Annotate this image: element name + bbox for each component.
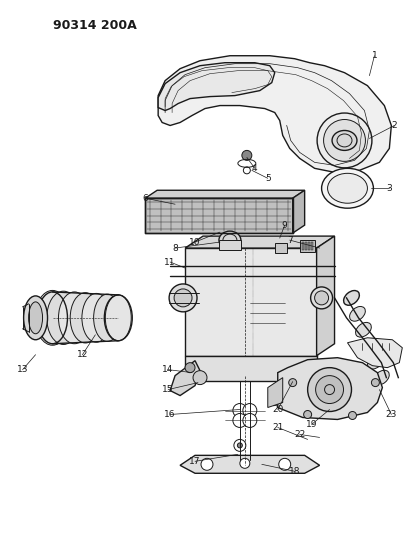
Ellipse shape [82,293,111,342]
Ellipse shape [193,370,207,385]
Polygon shape [305,242,307,250]
Text: 16: 16 [164,410,176,419]
Text: 15: 15 [162,385,174,394]
Ellipse shape [58,292,90,344]
Ellipse shape [311,287,333,309]
Polygon shape [158,63,275,110]
Text: 19: 19 [306,420,318,429]
Ellipse shape [348,411,356,419]
Ellipse shape [243,414,257,427]
Polygon shape [185,236,335,248]
Text: 13: 13 [17,365,28,374]
Ellipse shape [317,113,372,168]
Ellipse shape [279,458,291,470]
Polygon shape [302,242,304,250]
Ellipse shape [185,362,195,373]
Text: 11: 11 [164,257,176,266]
Ellipse shape [240,458,250,469]
Ellipse shape [324,119,365,161]
Text: 90314 200A: 90314 200A [53,19,136,32]
Ellipse shape [242,150,252,160]
Text: 6: 6 [142,193,148,203]
Ellipse shape [234,439,246,451]
Text: 2: 2 [392,121,397,130]
Polygon shape [311,242,313,250]
Ellipse shape [169,284,197,312]
Ellipse shape [35,290,70,345]
Ellipse shape [47,291,80,344]
Ellipse shape [219,231,241,249]
Ellipse shape [174,289,192,307]
Text: 10: 10 [189,238,201,247]
Text: 8: 8 [172,244,178,253]
Ellipse shape [328,173,367,203]
Polygon shape [268,377,283,408]
Ellipse shape [356,322,371,337]
Ellipse shape [362,338,377,353]
Text: 7: 7 [287,236,292,245]
Text: 18: 18 [289,467,301,476]
Polygon shape [275,243,287,253]
Polygon shape [145,190,305,198]
Polygon shape [219,240,241,250]
Text: 1: 1 [371,51,377,60]
Polygon shape [308,242,310,250]
Text: 3: 3 [386,184,392,193]
Polygon shape [185,248,317,356]
Polygon shape [278,358,382,419]
Ellipse shape [94,294,121,342]
Text: 22: 22 [294,430,305,439]
Ellipse shape [233,403,247,417]
Ellipse shape [332,131,357,150]
Ellipse shape [371,378,379,386]
Ellipse shape [308,368,352,411]
Ellipse shape [315,291,328,305]
Ellipse shape [322,168,373,208]
Polygon shape [317,236,335,356]
Ellipse shape [70,293,100,343]
Polygon shape [158,56,391,172]
Polygon shape [180,455,320,473]
Polygon shape [170,361,200,395]
Polygon shape [300,240,315,252]
Ellipse shape [304,410,311,418]
Ellipse shape [201,458,213,470]
Text: 14: 14 [162,365,174,374]
Text: 9: 9 [282,221,288,230]
Ellipse shape [243,403,257,417]
Ellipse shape [367,354,383,369]
Ellipse shape [23,296,47,340]
Text: 4: 4 [252,164,258,173]
Ellipse shape [237,443,242,448]
Ellipse shape [29,302,43,334]
Ellipse shape [315,376,343,403]
Text: 17: 17 [189,457,201,466]
Ellipse shape [289,378,297,386]
Ellipse shape [233,414,247,427]
Ellipse shape [105,295,131,341]
Text: 5: 5 [265,174,271,183]
Ellipse shape [343,290,359,305]
Text: 21: 21 [272,423,284,432]
Polygon shape [347,338,402,368]
Text: 20: 20 [272,405,284,414]
Polygon shape [145,198,293,233]
Polygon shape [293,190,305,233]
Polygon shape [185,356,317,381]
Text: 23: 23 [386,410,397,419]
Ellipse shape [350,306,365,321]
Text: 12: 12 [77,350,88,359]
Ellipse shape [373,370,389,385]
